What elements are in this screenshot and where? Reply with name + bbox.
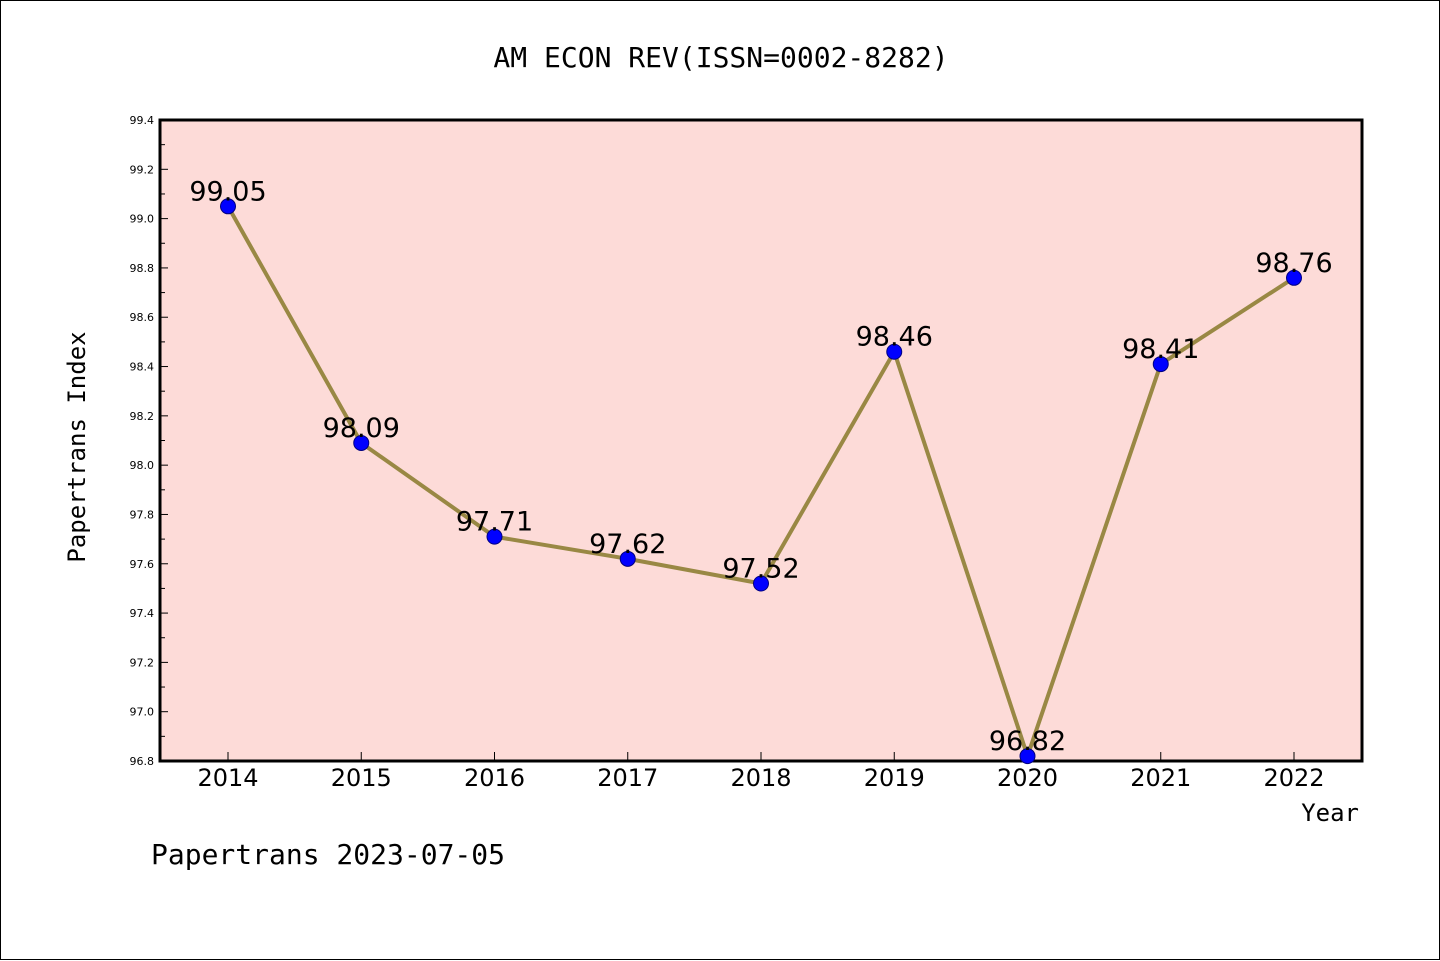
data-label: 97.52: [722, 553, 799, 584]
data-label: 99.05: [189, 176, 266, 207]
x-tick-label: 2019: [864, 764, 925, 792]
x-axis: 2014 2015 2016 2017 2018 2019 2020 2021 2022: [197, 752, 1325, 792]
data-point: [353, 434, 370, 451]
y-tick-label: 97.0: [130, 706, 155, 719]
y-tick-label: 98.6: [130, 311, 155, 324]
data-label: 96.82: [989, 726, 1066, 757]
x-tick-label: 2022: [1263, 764, 1324, 792]
y-tick-label: 97.8: [130, 508, 155, 521]
data-label: 98.76: [1255, 248, 1332, 279]
data-point: [486, 528, 503, 545]
data-point: [220, 198, 236, 215]
data-point: [619, 550, 636, 567]
data-label: 98.46: [856, 322, 933, 353]
y-tick-label: 96.8: [130, 755, 155, 768]
x-tick-label: 2014: [197, 764, 258, 792]
y-tick-label: 99.0: [130, 213, 155, 226]
y-tick-label: 97.6: [130, 558, 155, 571]
data-point: [1286, 269, 1302, 286]
data-point: [1019, 748, 1036, 765]
y-tick-label: 98.0: [130, 459, 155, 472]
data-point: [1152, 356, 1169, 373]
x-axis-label: Year: [1301, 799, 1359, 827]
x-tick-label: 2020: [997, 764, 1058, 792]
chart-title: AM ECON REV(ISSN=0002-8282): [493, 41, 948, 74]
y-axis: 96.8 97.0 97.2 97.4 97.6 97.8 98.0 98.2 98.4 98.6…: [130, 114, 168, 768]
data-label: 98.41: [1122, 334, 1199, 365]
x-tick-label: 2015: [331, 764, 392, 792]
data-point: [886, 343, 903, 360]
y-tick-label: 97.2: [130, 656, 155, 669]
x-tick-label: 2016: [464, 764, 525, 792]
footer-text: Papertrans 2023-07-05: [151, 838, 505, 871]
data-point: [753, 575, 769, 592]
data-labels: 99.05 98.09 97.71 97.62 97.52 98.46 96.82 98.41…: [189, 176, 1332, 757]
series-papertrans-index: [220, 198, 1302, 765]
y-tick-label: 98.8: [130, 262, 155, 275]
x-tick-label: 2018: [730, 764, 791, 792]
y-tick-label: 99.4: [130, 114, 155, 127]
y-tick-label: 98.4: [130, 361, 155, 374]
y-axis-label: Papertrans Index: [63, 331, 91, 562]
data-label: 97.62: [589, 529, 666, 560]
data-label: 97.71: [456, 507, 533, 538]
y-tick-label: 98.2: [130, 410, 155, 423]
data-label: 98.09: [323, 413, 400, 444]
y-tick-label: 97.4: [130, 607, 155, 620]
x-tick-label: 2017: [597, 764, 658, 792]
x-tick-label: 2021: [1130, 764, 1191, 792]
y-tick-label: 99.2: [130, 163, 155, 176]
